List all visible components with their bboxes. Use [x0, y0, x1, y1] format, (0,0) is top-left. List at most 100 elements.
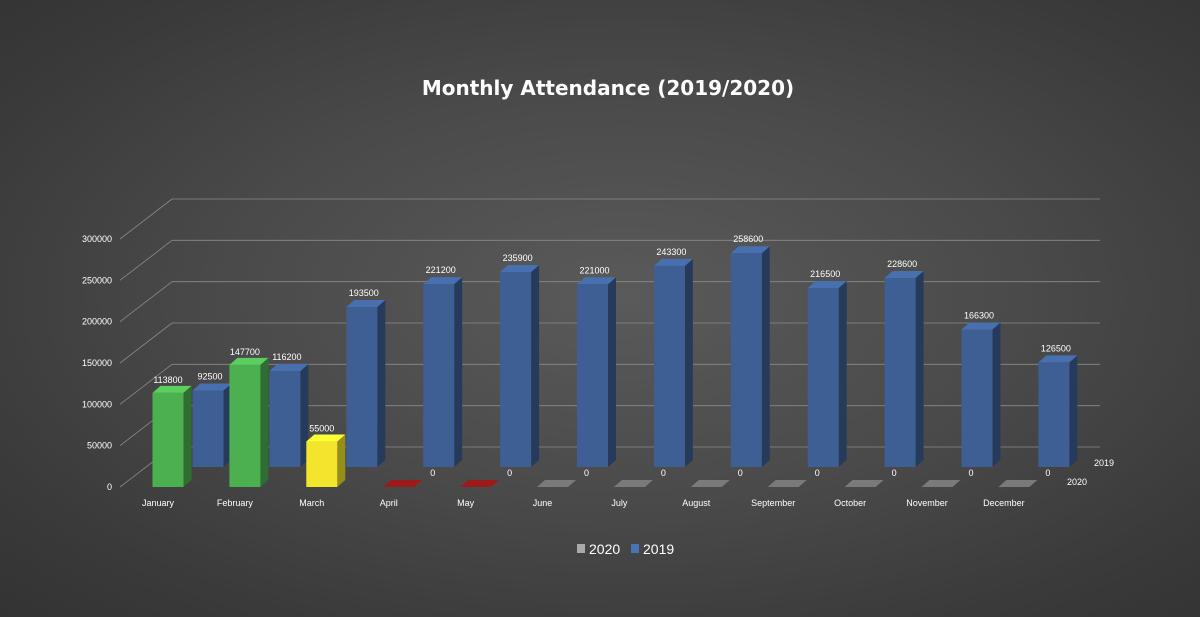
bar-side-face [454, 277, 463, 467]
bar-top-face [269, 363, 309, 371]
x-category-label: May [457, 498, 475, 508]
bar-front-face [730, 253, 762, 467]
bar-side-face [260, 357, 269, 487]
y-tick-label: 250000 [82, 275, 112, 285]
x-category-label: September [751, 498, 795, 508]
bar-top-face [192, 383, 232, 391]
data-label-2019: 126500 [1041, 343, 1071, 353]
bar-front-face [346, 307, 378, 467]
x-axis-categories: January February March April May June July Augu… [142, 498, 1025, 508]
data-label-2020: 0 [968, 468, 973, 478]
bar-2020-march [306, 434, 346, 487]
x-category-label: June [533, 498, 553, 508]
x-category-label: January [142, 498, 175, 508]
bar-2019-may [500, 264, 540, 467]
bar-front-face [306, 441, 338, 487]
data-label-2019: 166300 [964, 311, 994, 321]
bar-side-face [915, 271, 924, 467]
x-category-label: July [611, 498, 628, 508]
bar-2020-february [229, 357, 269, 487]
data-labels: 92500 116200 193500 221200 235900 221000 24330… [153, 234, 1071, 478]
bar-2020-april [383, 480, 423, 487]
bar-front-face [192, 390, 224, 467]
y-tick-label: 50000 [87, 441, 112, 451]
x-category-label: February [217, 498, 254, 508]
y-tick-label: 100000 [82, 399, 112, 409]
bar-2019-march [346, 300, 386, 467]
bar-side-face [684, 258, 693, 467]
y-tick-label: 200000 [82, 317, 112, 327]
bar-front-face [500, 271, 532, 467]
bar-side-face [337, 434, 346, 487]
data-label-2019: 193500 [349, 288, 379, 298]
data-label-2020: 0 [1045, 468, 1050, 478]
bar-top-face [346, 300, 386, 308]
bar-2019-january [192, 383, 232, 467]
bar-front-face [152, 392, 184, 487]
x-category-label: April [380, 498, 398, 508]
data-label-2020: 147700 [230, 347, 260, 357]
bar-floor-tile [383, 480, 423, 487]
bar-top-face [807, 281, 847, 289]
bar-front-face [884, 278, 916, 467]
bar-floor-tile [613, 480, 653, 487]
data-label-2019: 221000 [579, 265, 609, 275]
bar-2020-october [844, 480, 884, 487]
bar-top-face [306, 434, 346, 442]
data-label-2019: 228600 [887, 259, 917, 269]
bar-2020-january [152, 385, 192, 487]
legend-swatch-2020 [577, 544, 585, 553]
bar-front-face [653, 265, 685, 467]
bar-top-face [500, 264, 540, 272]
x-category-label: December [983, 498, 1025, 508]
data-label-2019: 258600 [733, 234, 763, 244]
x-category-label: November [906, 498, 948, 508]
bar-side-face [761, 246, 770, 467]
bar-top-face [229, 357, 269, 365]
bar-series [152, 246, 1078, 487]
data-label-2019: 221200 [426, 265, 456, 275]
bar-top-face [423, 277, 463, 285]
data-label-2020: 113800 [153, 375, 182, 385]
bar-top-face [1038, 355, 1078, 363]
bar-floor-tile [921, 480, 961, 487]
data-label-2020: 0 [738, 468, 743, 478]
bar-top-face [730, 246, 770, 254]
legend-label-2019: 2019 [643, 541, 674, 557]
bar-2019-october [884, 271, 924, 467]
bar-side-face [992, 322, 1001, 467]
bar-side-face [300, 363, 309, 467]
bar-2020-august [690, 480, 730, 487]
bar-front-face [1038, 362, 1070, 467]
bar-2020-september [767, 480, 807, 487]
gridline-diagonal [119, 364, 173, 405]
data-label-2019: 116200 [272, 352, 301, 362]
bar-2019-september [807, 281, 847, 467]
gridline-diagonal [119, 281, 173, 322]
data-label-2020: 0 [430, 468, 435, 478]
bar-floor-tile [537, 480, 576, 487]
y-tick-label: 300000 [82, 234, 112, 244]
bar-front-face [577, 284, 608, 467]
data-label-2020: 0 [584, 468, 589, 478]
data-label-2019: 92500 [197, 372, 222, 382]
bar-2019-february [269, 363, 309, 467]
bar-2019-august [730, 246, 770, 467]
bar-side-face [608, 277, 616, 467]
bar-floor-tile [767, 480, 807, 487]
y-tick-label: 150000 [82, 358, 112, 368]
bar-side-face [183, 385, 192, 487]
bar-top-face [884, 271, 924, 279]
bar-side-face [1069, 355, 1078, 467]
bar-top-face [577, 277, 616, 285]
data-label-2020: 0 [507, 468, 512, 478]
bar-2019-july [653, 258, 693, 467]
bar-front-face [229, 364, 261, 487]
depth-label-2020: 2020 [1067, 477, 1087, 487]
gridline-diagonal [119, 240, 173, 281]
bar-front-face [423, 284, 455, 467]
bar-front-face [269, 370, 301, 467]
bar-top-face [653, 258, 693, 266]
bar-2019-november [961, 322, 1001, 467]
